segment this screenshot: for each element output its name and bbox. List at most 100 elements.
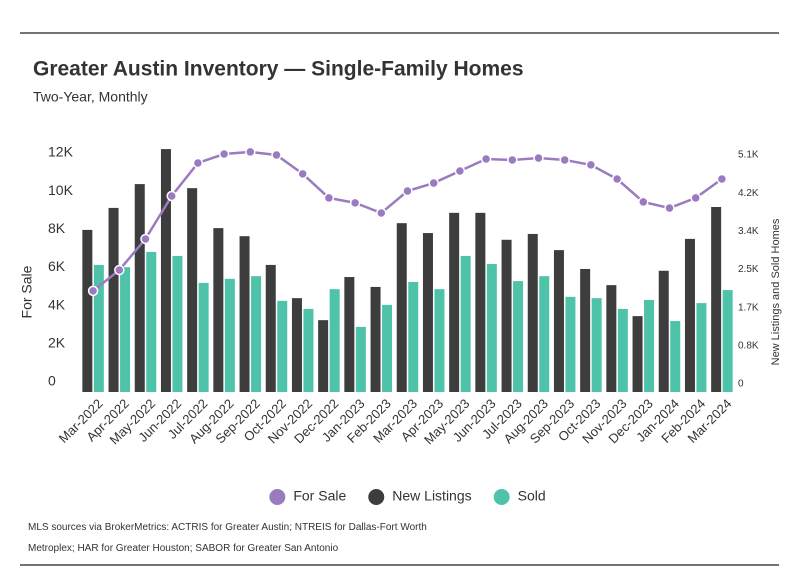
bar	[580, 268, 591, 392]
bar	[396, 223, 407, 392]
bar	[434, 289, 445, 392]
bar	[213, 228, 224, 392]
bar	[565, 296, 576, 392]
bar	[134, 184, 145, 392]
y2-tick-label: 1.7K	[738, 302, 759, 313]
legend-swatch	[269, 489, 286, 505]
y2-tick-label: 5.1K	[738, 150, 759, 161]
legend-label: For Sale	[293, 488, 346, 504]
line-point	[349, 197, 361, 209]
footnote: MLS sources via BrokerMetrics: ACTRIS fo…	[28, 522, 427, 554]
line-point	[690, 192, 701, 204]
bar	[617, 308, 628, 392]
chart-subtitle: Two-Year, Monthly	[33, 89, 148, 105]
bar	[475, 212, 486, 392]
y-tick-label: 12K	[48, 144, 74, 160]
bar	[251, 276, 262, 392]
y-axis-title: For Sale	[19, 265, 35, 318]
line-point	[454, 165, 466, 177]
y-tick-label: 10K	[48, 182, 74, 198]
bar	[318, 320, 329, 392]
y2-tick-label: 0	[738, 379, 744, 390]
line-point	[87, 285, 99, 297]
line-point	[428, 177, 439, 189]
line-point	[166, 190, 177, 202]
bar	[591, 298, 602, 392]
line-point	[585, 159, 597, 171]
bar	[501, 239, 512, 392]
line-point	[192, 157, 204, 169]
bar	[239, 236, 250, 392]
line-point	[218, 148, 230, 160]
y-tick-label: 0	[48, 373, 56, 389]
bar	[187, 188, 198, 392]
line-point	[140, 233, 151, 245]
bar	[146, 251, 157, 392]
bar	[658, 270, 669, 392]
line-point	[297, 168, 308, 180]
bar	[670, 321, 681, 392]
bar	[722, 290, 733, 392]
y-tick-label: 6K	[48, 258, 66, 274]
bar	[82, 229, 93, 392]
bar	[329, 289, 340, 392]
bar	[224, 278, 235, 392]
line-point	[480, 153, 492, 165]
bar	[265, 264, 276, 392]
line-point	[271, 149, 282, 161]
bar	[277, 300, 288, 392]
bar	[539, 276, 550, 392]
legend-label: New Listings	[392, 488, 471, 504]
bar	[422, 233, 433, 392]
y2-tick-label: 2.5K	[738, 264, 759, 275]
bar	[513, 281, 524, 392]
chart-title: Greater Austin Inventory — Single-Family…	[33, 58, 524, 81]
line-point	[245, 146, 256, 158]
legend-swatch	[368, 489, 385, 505]
bar	[303, 308, 314, 392]
legend-swatch	[493, 489, 510, 505]
bar	[606, 285, 617, 392]
y2-tick-label: 3.4K	[738, 226, 759, 237]
bar	[408, 281, 419, 392]
bar	[460, 255, 471, 392]
legend-label: Sold	[518, 488, 546, 504]
legend: For Sale New Listings Sold	[269, 488, 546, 505]
y-tick-label: 4K	[48, 296, 66, 312]
line-point	[611, 173, 623, 185]
y-tick-label: 8K	[48, 220, 66, 236]
bar	[344, 277, 355, 392]
line-point	[507, 154, 518, 166]
line-point	[664, 202, 675, 214]
bar	[449, 212, 460, 392]
bar	[684, 238, 695, 392]
line-point	[114, 264, 125, 276]
bar	[120, 267, 131, 392]
line-point	[716, 173, 728, 185]
bar	[382, 304, 393, 392]
line-point	[402, 185, 413, 197]
bar	[355, 326, 366, 392]
line-point	[533, 152, 544, 164]
y-tick-label: 2K	[48, 335, 66, 351]
y2-tick-label: 4.2K	[738, 188, 759, 199]
line-point	[376, 207, 387, 219]
bar	[291, 298, 302, 392]
bar	[553, 250, 564, 392]
bar	[172, 255, 183, 392]
bar	[644, 299, 655, 392]
bar	[108, 207, 119, 392]
bar	[160, 149, 171, 392]
line-point	[638, 196, 649, 208]
y2-axis-title: New Listings and Sold Homes	[770, 218, 782, 365]
bar	[370, 286, 381, 392]
y2-tick-label: 0.8K	[738, 340, 759, 351]
bar	[696, 303, 707, 392]
bar	[198, 282, 209, 392]
line-point	[559, 154, 570, 166]
line-point	[323, 192, 335, 204]
bar	[486, 264, 497, 392]
bar	[632, 316, 643, 392]
